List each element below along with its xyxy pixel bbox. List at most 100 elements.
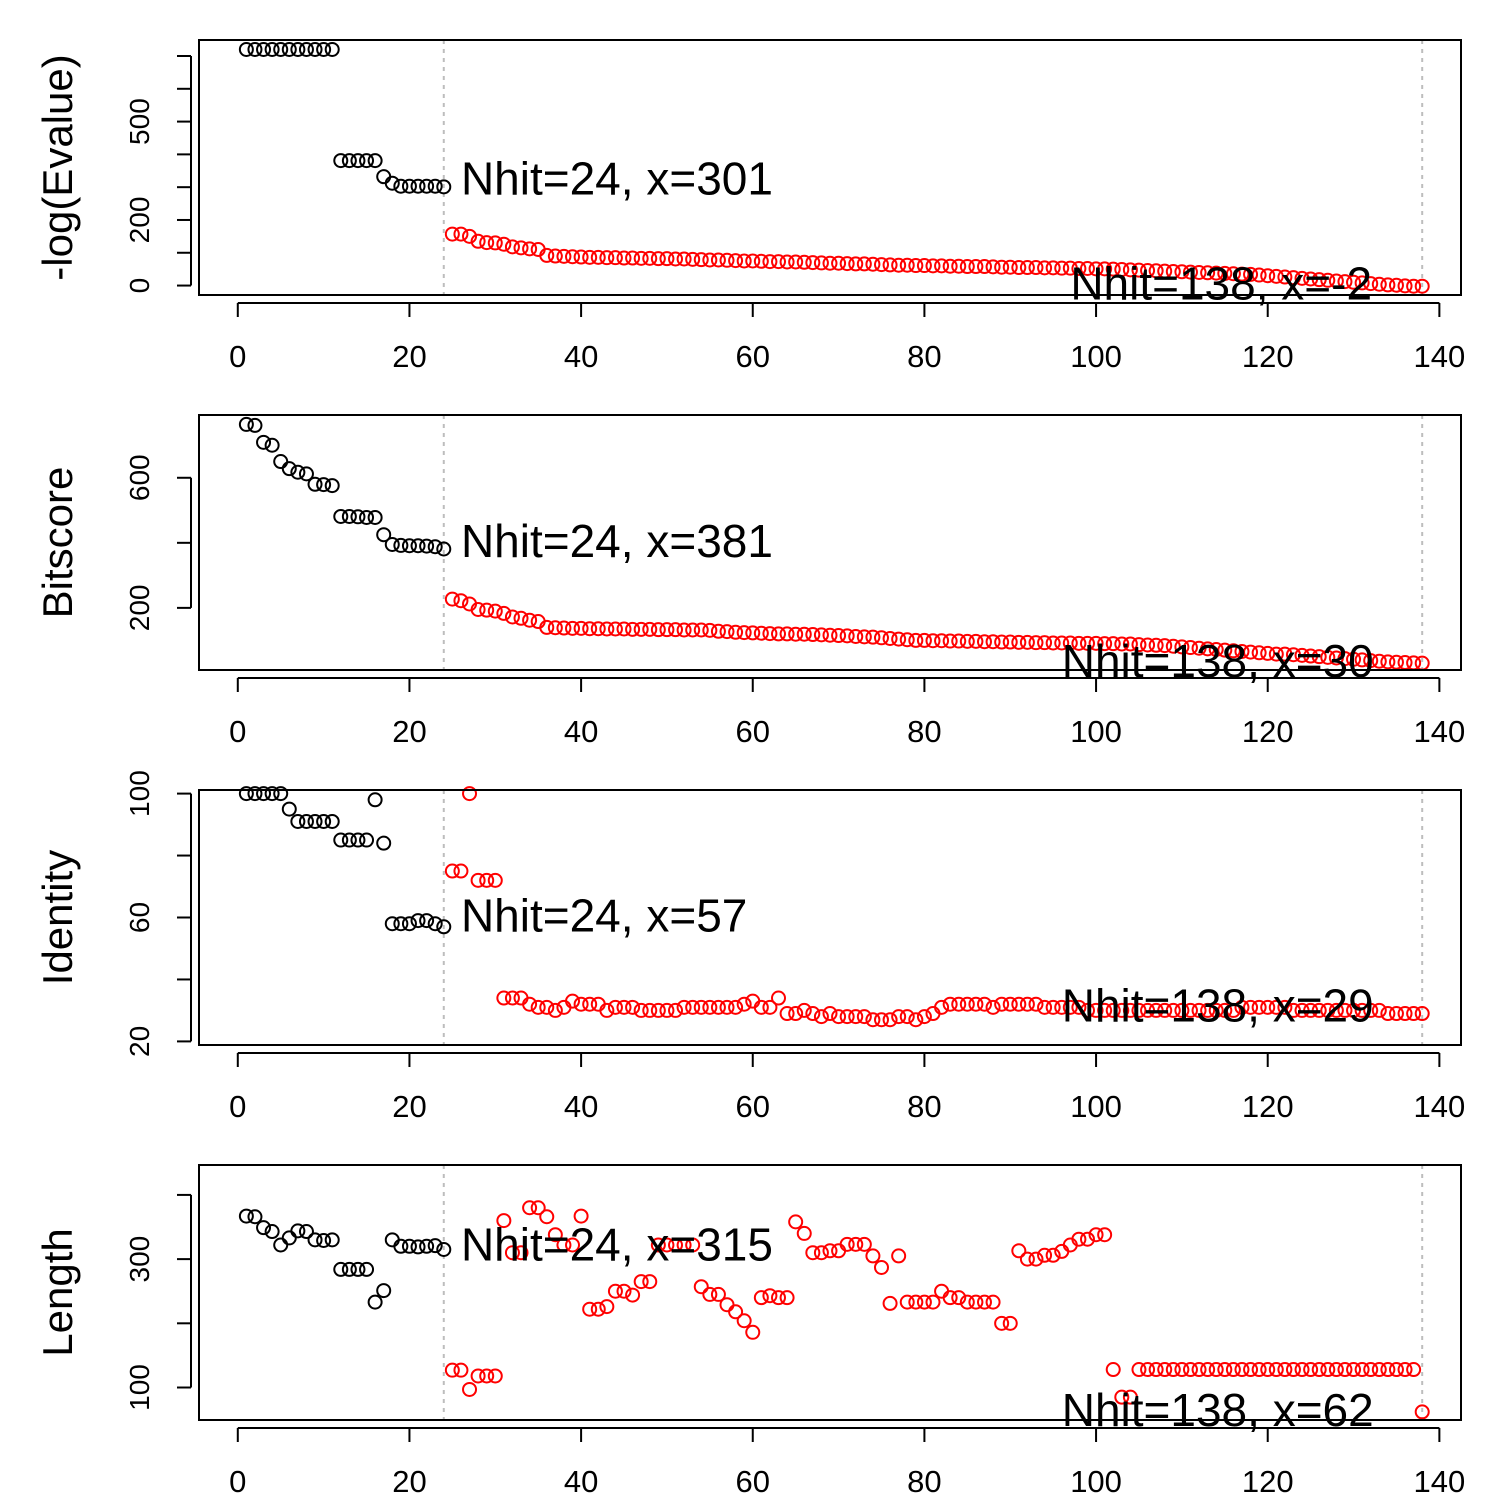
data-point-rest bbox=[1260, 268, 1276, 284]
data-point-rest bbox=[1397, 1362, 1413, 1378]
data-point-rest bbox=[522, 1200, 538, 1216]
data-point-rest bbox=[934, 633, 950, 649]
data-point-top bbox=[298, 41, 314, 57]
data-point-rest bbox=[1234, 643, 1250, 659]
data-point-rest bbox=[607, 621, 623, 637]
data-point-rest bbox=[1140, 1002, 1156, 1018]
data-point-rest bbox=[522, 612, 538, 628]
data-point-rest bbox=[539, 1209, 555, 1225]
data-point-rest bbox=[616, 1283, 632, 1299]
data-point-rest bbox=[1397, 278, 1413, 294]
data-point-rest bbox=[1268, 646, 1284, 662]
data-point-rest bbox=[865, 1248, 881, 1264]
data-point-top bbox=[393, 916, 409, 932]
x-tick-label: 100 bbox=[1070, 1464, 1122, 1499]
data-point-rest bbox=[1311, 1002, 1327, 1018]
data-point-rest bbox=[1079, 261, 1095, 277]
data-point-rest bbox=[839, 1009, 855, 1025]
data-point-rest bbox=[1191, 264, 1207, 280]
x-tick-label: 20 bbox=[392, 714, 426, 749]
data-point-rest bbox=[668, 1002, 684, 1018]
data-point-rest bbox=[1303, 648, 1319, 664]
data-point-rest bbox=[1054, 999, 1070, 1015]
data-point-rest bbox=[659, 622, 675, 638]
data-point-rest bbox=[496, 236, 512, 252]
data-point-rest bbox=[788, 1214, 804, 1230]
data-point-rest bbox=[805, 1245, 821, 1261]
x-tick-label: 80 bbox=[907, 714, 941, 749]
data-point-rest bbox=[1337, 651, 1353, 667]
data-point-rest bbox=[1354, 1002, 1370, 1018]
data-point-rest bbox=[951, 1290, 967, 1306]
data-point-rest bbox=[976, 259, 992, 275]
data-point-top bbox=[359, 832, 375, 848]
data-point-top bbox=[324, 813, 340, 829]
data-point-rest bbox=[1363, 653, 1379, 669]
data-point-rest bbox=[719, 999, 735, 1015]
data-point-rest bbox=[1371, 276, 1387, 292]
data-point-top bbox=[316, 813, 332, 829]
data-point-top bbox=[281, 461, 297, 477]
data-point-rest bbox=[1380, 277, 1396, 293]
data-point-rest bbox=[1406, 1362, 1422, 1378]
x-tick-label: 20 bbox=[392, 1089, 426, 1124]
data-point-rest bbox=[685, 999, 701, 1015]
data-point-rest bbox=[882, 257, 898, 273]
data-point-rest bbox=[487, 872, 503, 888]
data-point-rest bbox=[1303, 1002, 1319, 1018]
data-point-rest bbox=[985, 259, 1001, 275]
data-point-rest bbox=[659, 251, 675, 267]
data-point-rest bbox=[771, 1290, 787, 1306]
x-tick-label: 120 bbox=[1242, 1464, 1294, 1499]
data-point-rest bbox=[1208, 642, 1224, 658]
data-point-rest bbox=[1182, 264, 1198, 280]
data-point-rest bbox=[968, 633, 984, 649]
data-point-top bbox=[273, 1237, 289, 1253]
data-point-rest bbox=[916, 1294, 932, 1310]
y-tick-label: 500 bbox=[124, 98, 155, 145]
data-point-rest bbox=[1388, 654, 1404, 670]
data-point-rest bbox=[1157, 638, 1173, 654]
data-point-rest bbox=[1122, 636, 1138, 652]
data-point-rest bbox=[444, 863, 460, 879]
data-point-rest bbox=[882, 1295, 898, 1311]
data-point-rest bbox=[642, 1002, 658, 1018]
data-point-rest bbox=[1148, 1002, 1164, 1018]
data-point-rest bbox=[633, 621, 649, 637]
data-point-rest bbox=[1114, 636, 1130, 652]
data-point-rest bbox=[444, 591, 460, 607]
data-point-top bbox=[316, 477, 332, 493]
data-point-rest bbox=[1277, 999, 1293, 1015]
data-point-rest bbox=[1363, 276, 1379, 292]
data-point-rest bbox=[908, 258, 924, 274]
data-point-rest bbox=[951, 996, 967, 1012]
data-point-rest bbox=[1251, 1362, 1267, 1378]
data-point-top bbox=[436, 541, 452, 557]
data-point-top bbox=[273, 786, 289, 802]
data-point-top bbox=[427, 1238, 443, 1254]
data-point-rest bbox=[607, 999, 623, 1015]
data-point-rest bbox=[1303, 271, 1319, 287]
data-point-rest bbox=[899, 632, 915, 648]
data-point-rest bbox=[1414, 1006, 1430, 1022]
data-point-rest bbox=[891, 631, 907, 647]
data-point-rest bbox=[573, 620, 589, 636]
data-point-rest bbox=[865, 629, 881, 645]
data-point-rest bbox=[590, 1301, 606, 1317]
x-axis: 0 20 40 60 80 100 120 140 bbox=[229, 1052, 1465, 1124]
data-point-rest bbox=[1097, 1227, 1113, 1243]
y-tick-label: 20 bbox=[124, 1026, 155, 1057]
data-point-top bbox=[324, 478, 340, 494]
data-point-rest bbox=[1380, 1006, 1396, 1022]
data-point-top bbox=[350, 509, 366, 525]
data-point-top bbox=[436, 919, 452, 935]
data-point-rest bbox=[959, 1294, 975, 1310]
annotation-label-1: Nhit=24, x=301 bbox=[461, 153, 773, 205]
data-point-rest bbox=[753, 253, 769, 269]
y-axis: 20 60 100 bbox=[124, 770, 192, 1057]
data-point-rest bbox=[1088, 1227, 1104, 1243]
data-point-rest bbox=[496, 605, 512, 621]
data-point-rest bbox=[1174, 1362, 1190, 1378]
data-point-rest bbox=[1217, 1002, 1233, 1018]
data-point-rest bbox=[994, 1315, 1010, 1331]
